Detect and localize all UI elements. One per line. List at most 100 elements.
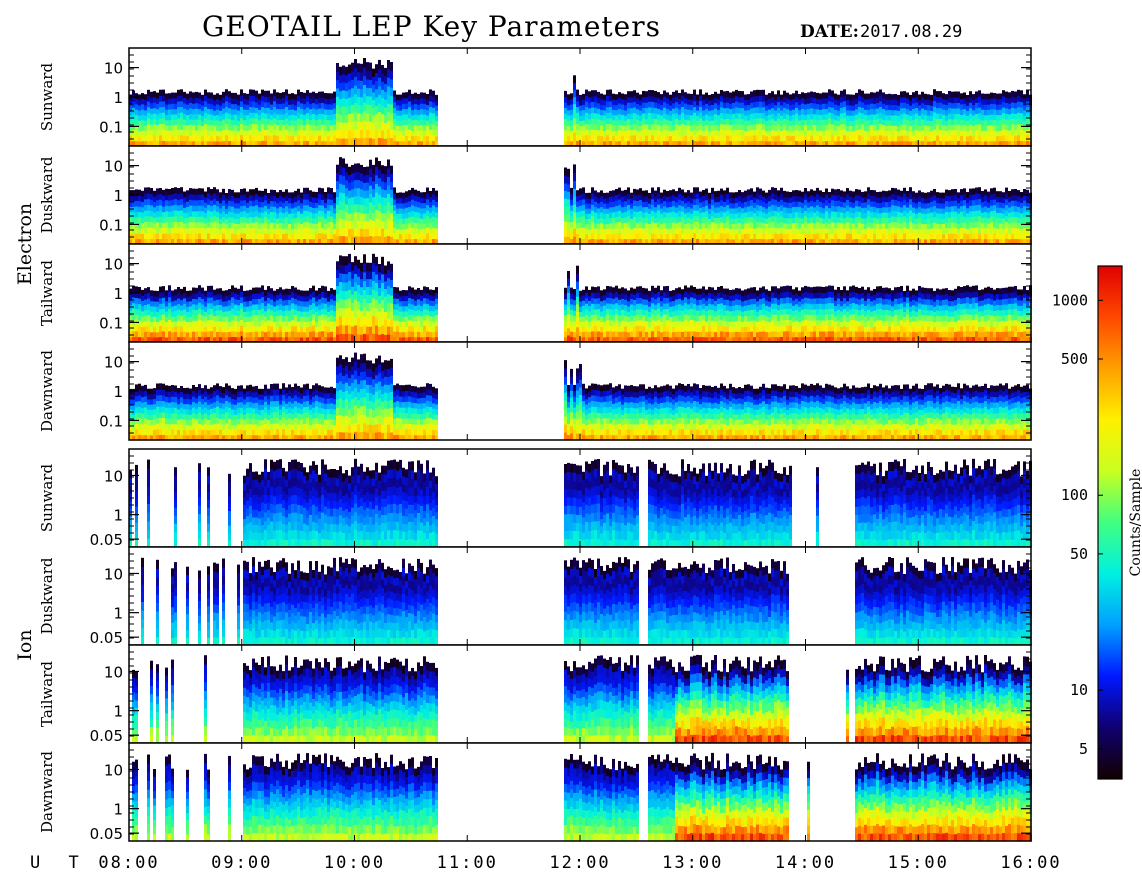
spectrogram-cell xyxy=(939,140,942,147)
spectrogram-cell xyxy=(183,91,186,98)
spectrogram-cell xyxy=(297,221,300,228)
spectrogram-cell xyxy=(741,212,744,219)
spectrogram-cell xyxy=(669,105,672,111)
spectrogram-cell xyxy=(873,206,876,213)
spectrogram-cell xyxy=(912,228,915,234)
spectrogram-cell xyxy=(162,95,165,102)
spectrogram-cell xyxy=(948,96,951,103)
spectrogram-cell xyxy=(426,99,429,105)
spectrogram-cell xyxy=(1002,118,1005,125)
spectrogram-cell xyxy=(564,118,567,125)
spectrogram-cell xyxy=(888,99,891,105)
spectrogram-cell xyxy=(624,140,627,147)
spectrogram-cell xyxy=(345,227,348,237)
spectrogram-cell xyxy=(864,207,867,213)
spectrogram-cell xyxy=(930,105,933,111)
spectrogram-cell xyxy=(237,233,240,240)
spectrogram-cell xyxy=(141,135,144,142)
spectrogram-cell xyxy=(870,113,873,120)
spectrogram-cell xyxy=(948,124,951,131)
spectrogram-cell xyxy=(210,233,213,240)
spectrogram-cell xyxy=(759,199,762,206)
spectrogram-cell xyxy=(303,92,306,99)
spectrogram-cell xyxy=(909,198,912,205)
spectrogram-cell xyxy=(813,113,816,120)
spectrogram-cell xyxy=(786,103,789,110)
spectrogram-cell xyxy=(987,140,990,147)
spectrogram-cell xyxy=(918,115,921,121)
spectrogram-cell xyxy=(309,135,312,142)
spectrogram-cell xyxy=(915,96,918,103)
spectrogram-cell xyxy=(633,140,636,147)
spectrogram-cell xyxy=(933,200,936,207)
spectrogram-cell xyxy=(963,124,966,131)
spectrogram-cell xyxy=(930,110,933,116)
spectrogram-cell xyxy=(189,129,192,136)
spectrogram-cell xyxy=(633,129,636,136)
spectrogram-cell xyxy=(174,204,177,211)
spectrogram-cell xyxy=(675,129,678,136)
spectrogram-cell xyxy=(813,129,816,136)
spectrogram-cell xyxy=(885,196,888,203)
spectrogram-cell xyxy=(825,108,828,115)
spectrogram-cell xyxy=(981,130,984,137)
spectrogram-cell xyxy=(129,125,132,132)
spectrogram-cell xyxy=(660,109,663,116)
spectrogram-cell xyxy=(135,238,138,245)
spectrogram-cell xyxy=(756,204,759,211)
spectrogram-cell xyxy=(153,102,156,109)
spectrogram-cell xyxy=(300,238,303,245)
spectrogram-cell xyxy=(312,212,315,219)
spectrogram-cell xyxy=(363,182,366,191)
spectrogram-cell xyxy=(723,129,726,136)
spectrogram-cell xyxy=(384,107,387,116)
spectrogram-cell xyxy=(747,140,750,147)
spectrogram-cell xyxy=(870,190,873,196)
spectrogram-cell xyxy=(870,222,873,229)
spectrogram-cell xyxy=(426,210,429,217)
spectrogram-cell xyxy=(675,134,678,142)
spectrogram-cell xyxy=(825,210,828,217)
spectrogram-cell xyxy=(723,96,726,103)
spectrogram-cell xyxy=(771,187,774,194)
spectrogram-cell xyxy=(819,201,822,208)
spectrogram-cell xyxy=(624,238,627,245)
spectrogram-cell xyxy=(354,111,357,121)
spectrogram-cell xyxy=(726,221,729,228)
spectrogram-cell xyxy=(672,189,675,196)
spectrogram-cell xyxy=(795,123,798,130)
spectrogram-cell xyxy=(138,104,141,111)
spectrogram-cell xyxy=(159,112,162,119)
spectrogram-cell xyxy=(669,125,672,132)
spectrogram-cell xyxy=(681,205,684,212)
spectrogram-cell xyxy=(879,217,882,224)
spectrogram-cell xyxy=(747,200,750,207)
spectrogram-cell xyxy=(645,206,648,213)
spectrogram-cell xyxy=(270,104,273,110)
spectrogram-cell xyxy=(231,195,234,202)
spectrogram-cell xyxy=(873,227,876,234)
spectrogram-cell xyxy=(807,201,810,208)
spectrogram-cell xyxy=(909,94,912,101)
spectrogram-cell xyxy=(762,89,765,96)
spectrogram-cell xyxy=(414,135,417,142)
spectrogram-cell xyxy=(933,222,936,229)
spectrogram-cell xyxy=(705,140,708,147)
spectrogram-cell xyxy=(891,120,894,126)
spectrogram-cell xyxy=(261,140,264,147)
spectrogram-cell xyxy=(744,140,747,147)
spectrogram-cell xyxy=(840,233,843,240)
spectrogram-cell xyxy=(309,103,312,110)
spectrogram-cell xyxy=(807,119,810,126)
spectrogram-cell xyxy=(141,201,144,208)
spectrogram-cell xyxy=(993,140,996,147)
spectrogram-cell xyxy=(402,130,405,136)
spectrogram-cell xyxy=(567,236,570,245)
spectrogram-cell xyxy=(684,129,687,136)
spectrogram-cell xyxy=(1002,140,1005,147)
spectrogram-cell xyxy=(939,208,942,214)
x-tick-label: 15:00 xyxy=(888,853,949,873)
spectrogram-cell xyxy=(174,187,177,194)
spectrogram-cell xyxy=(393,123,396,130)
spectrogram-cell xyxy=(924,233,927,240)
